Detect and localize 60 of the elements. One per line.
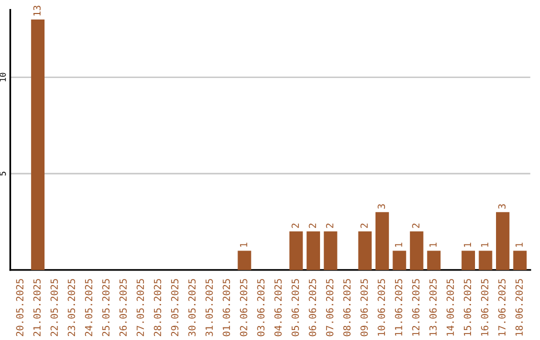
x-tick-label: 16.06.2025 — [481, 279, 488, 336]
x-tick-label: 08.06.2025 — [343, 279, 351, 336]
y-tick-label: 10 — [0, 72, 6, 82]
x-tick-label: 02.06.2025 — [240, 279, 248, 336]
x-tick-label: 28.05.2025 — [154, 279, 162, 336]
bar — [462, 250, 476, 270]
x-tick-label: 03.06.2025 — [257, 279, 265, 336]
x-tick-label: 20.05.2025 — [16, 279, 24, 336]
data-label: 13 — [33, 6, 41, 16]
x-tick-label: 23.05.2025 — [68, 279, 76, 336]
y-tick-label: 5 — [0, 172, 6, 176]
bar — [513, 250, 527, 270]
bar — [478, 250, 492, 270]
data-label: 1 — [429, 242, 437, 247]
x-tick-label: 11.06.2025 — [394, 279, 402, 336]
x-tick-label: 06.06.2025 — [308, 279, 316, 336]
x-tick-label: 30.05.2025 — [188, 279, 196, 336]
x-tick-label: 18.06.2025 — [515, 279, 523, 336]
bar — [324, 231, 338, 270]
x-tick-label: 31.05.2025 — [205, 279, 213, 336]
bar — [427, 250, 441, 270]
x-tick-label: 26.05.2025 — [119, 279, 127, 336]
data-label: 1 — [464, 242, 471, 247]
x-tick-label: 25.05.2025 — [102, 279, 110, 336]
x-tick-label: 12.06.2025 — [412, 279, 420, 336]
x-tick-label: 09.06.2025 — [360, 279, 368, 336]
bar — [496, 212, 510, 270]
data-label: 1 — [481, 242, 488, 247]
x-tick-label: 14.06.2025 — [446, 279, 454, 336]
data-label: 1 — [240, 242, 248, 247]
bar — [392, 250, 406, 270]
bar — [289, 231, 303, 270]
bar — [306, 231, 320, 270]
x-tick-label: 22.05.2025 — [50, 279, 58, 336]
bar — [31, 19, 45, 270]
data-label: 2 — [412, 224, 420, 228]
x-tick-label: 29.05.2025 — [171, 279, 178, 336]
data-label: 3 — [498, 204, 506, 209]
data-label: 2 — [326, 224, 334, 228]
x-tick-label: 15.06.2025 — [464, 279, 472, 336]
data-label: 2 — [292, 224, 299, 228]
x-tick-label: 07.06.2025 — [326, 279, 334, 336]
x-tick-label: 24.05.2025 — [84, 279, 92, 336]
x-tick-label: 21.05.2025 — [33, 279, 41, 336]
x-tick-label: 01.06.2025 — [222, 279, 230, 336]
x-tick-label: 05.06.2025 — [292, 279, 299, 336]
data-label: 3 — [378, 204, 386, 209]
x-tick-label: 04.06.2025 — [274, 279, 282, 336]
bar — [238, 250, 252, 270]
x-tick-label: 13.06.2025 — [429, 279, 437, 336]
data-label: 2 — [308, 224, 316, 228]
bar — [410, 231, 424, 270]
data-label: 1 — [516, 242, 523, 247]
x-tick-label: 17.06.2025 — [498, 279, 506, 336]
data-label: 1 — [395, 242, 402, 247]
bar — [358, 231, 372, 270]
data-label: 2 — [360, 224, 368, 228]
bar — [375, 212, 389, 270]
x-tick-label: 27.05.2025 — [136, 279, 144, 336]
x-tick-label: 10.06.2025 — [378, 279, 386, 336]
